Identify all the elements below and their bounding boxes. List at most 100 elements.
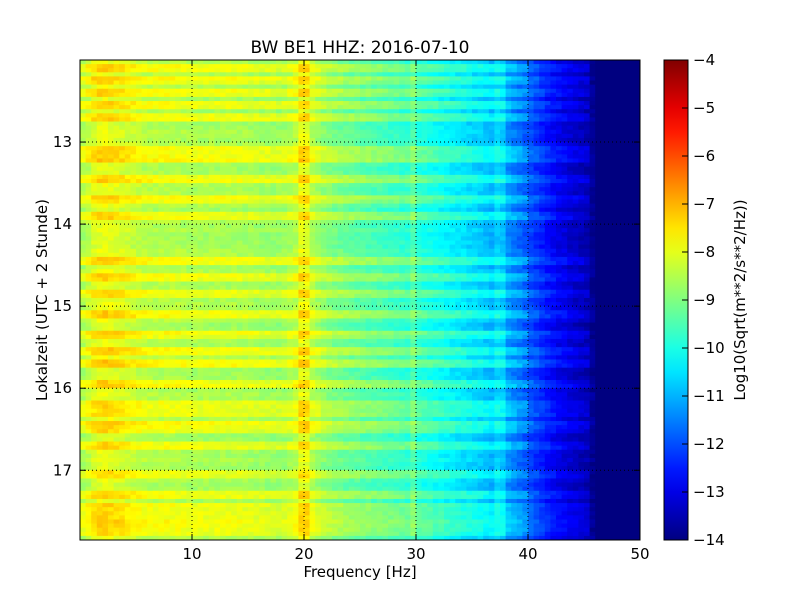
heatmap-cell [141,117,148,123]
heatmap-cell [488,88,495,94]
heatmap-cell [416,101,423,106]
heatmap-cell [192,220,199,225]
heatmap-cell [225,88,232,94]
heatmap-cell [500,80,507,86]
heatmap-cell [416,150,423,155]
heatmap-cell [584,195,591,201]
heatmap-cell [595,195,602,201]
heatmap-cell [152,105,159,110]
heatmap-cell [455,68,462,73]
heatmap-cell [388,162,395,168]
heatmap-cell [567,256,574,262]
heatmap-cell [158,137,165,143]
heatmap-cell [511,232,518,238]
heatmap-cell [236,113,243,119]
heatmap-cell [516,166,523,172]
heatmap-cell [85,105,92,110]
heatmap-cell [388,236,395,242]
heatmap-cell [130,150,137,155]
heatmap-cell [460,224,467,229]
heatmap-cell [376,137,383,143]
heatmap-cell [348,76,355,82]
heatmap-cell [264,158,271,164]
heatmap-cell [270,261,277,266]
heatmap-cell [393,178,400,184]
heatmap-cell [281,162,288,168]
heatmap-cell [315,232,322,238]
heatmap-cell [152,88,159,94]
heatmap-cell [567,236,574,242]
heatmap-cell [550,154,557,160]
heatmap-cell [203,228,210,233]
heatmap-cell [113,220,120,225]
heatmap-cell [388,121,395,127]
heatmap-cell [472,109,479,114]
heatmap-cell [444,166,451,172]
heatmap-cell [460,101,467,106]
heatmap-cell [320,64,327,69]
heatmap-cell [472,183,479,188]
heatmap-cell [197,101,204,106]
heatmap-cell [399,261,406,266]
heatmap-cell [236,228,243,233]
heatmap-cell [147,96,154,102]
heatmap-cell [214,220,221,225]
heatmap-cell [208,96,215,102]
heatmap-cell [158,191,165,196]
heatmap-cell [416,72,423,78]
heatmap-cell [287,256,294,262]
heatmap-cell [253,203,260,209]
heatmap-cell [444,80,451,86]
heatmap-cell [343,125,350,131]
heatmap-cell [348,88,355,94]
heatmap-cell [561,244,568,250]
heatmap-cell [141,199,148,205]
heatmap-cell [220,125,227,131]
heatmap-cell [85,150,92,155]
heatmap-cell [276,203,283,209]
heatmap-cell [388,129,395,135]
heatmap-cell [393,261,400,266]
heatmap-cell [253,150,260,155]
heatmap-cell [533,60,540,65]
heatmap-cell [488,220,495,225]
heatmap-cell [522,211,529,217]
heatmap-cell [208,166,215,172]
heatmap-cell [572,158,579,164]
heatmap-cell [270,191,277,196]
heatmap-cell [102,162,109,168]
heatmap-cell [175,121,182,127]
heatmap-cell [472,60,479,65]
heatmap-cell [477,248,484,254]
heatmap-cell [516,236,523,242]
heatmap-cell [399,158,406,164]
heatmap-cell [544,105,551,110]
heatmap-cell [634,195,640,201]
heatmap-cell [80,174,87,180]
heatmap-cell [292,199,299,205]
heatmap-cell [203,121,210,127]
heatmap-cell [248,64,255,69]
heatmap-cell [488,146,495,151]
heatmap-cell [248,166,255,172]
heatmap-cell [158,64,165,69]
heatmap-cell [516,191,523,196]
heatmap-cell [561,236,568,242]
heatmap-cell [432,129,439,135]
heatmap-cell [371,150,378,155]
heatmap-cell [292,261,299,266]
heatmap-cell [466,60,473,65]
heatmap-cell [152,121,159,127]
heatmap-cell [192,84,199,90]
heatmap-cell [584,215,591,221]
heatmap-cell [158,142,165,147]
heatmap-cell [158,207,165,213]
heatmap-cell [130,105,137,110]
heatmap-cell [634,203,640,209]
heatmap-cell [332,146,339,151]
heatmap-cell [80,228,87,233]
heatmap-cell [578,252,585,258]
heatmap-cell [421,183,428,188]
heatmap-cell [192,174,199,180]
heatmap-cell [220,170,227,176]
